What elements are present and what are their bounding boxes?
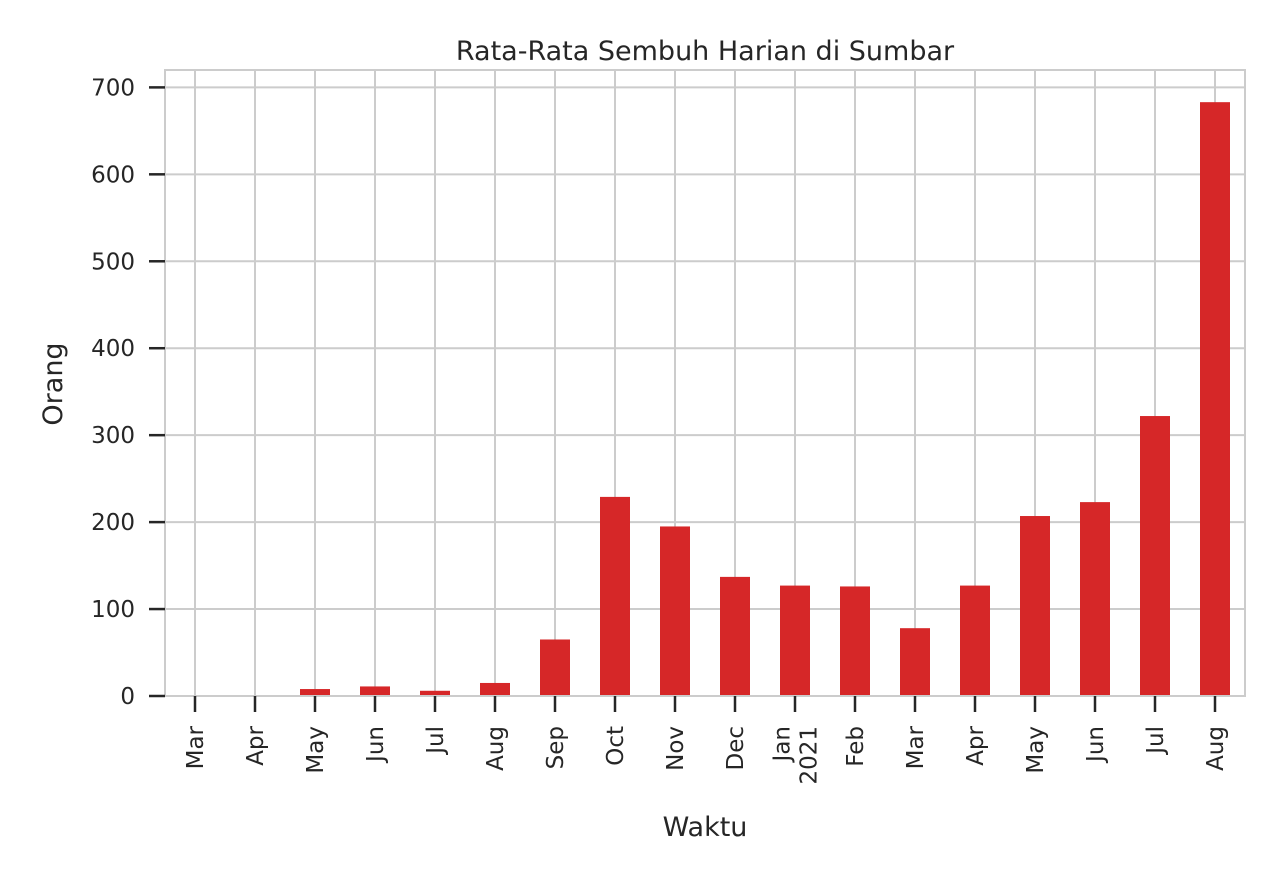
axis-ticks	[149, 86, 1217, 712]
y-tick-label: 100	[91, 597, 135, 623]
bars	[180, 102, 1230, 697]
x-tick-label-line: Apr	[963, 725, 989, 765]
x-tick-label: Nov	[663, 726, 689, 771]
y-tick-label: 300	[91, 423, 135, 449]
x-tick-label-line: May	[1023, 726, 1049, 774]
bar	[1140, 416, 1170, 696]
x-tick-label-line: Jul	[1143, 726, 1169, 756]
bar	[1200, 102, 1230, 697]
x-tick-label-line: Mar	[903, 725, 929, 769]
bar	[840, 586, 870, 696]
y-tick-label: 200	[91, 510, 135, 536]
x-tick-label-line: Jun	[1083, 726, 1109, 764]
x-tick-label-line: Aug	[1203, 726, 1229, 771]
x-tick-label-line: Oct	[603, 726, 629, 766]
x-tick-label-line: Sep	[543, 726, 569, 769]
x-axis-title: Waktu	[663, 812, 748, 843]
x-tick-label-line: Apr	[243, 725, 269, 765]
bar	[1080, 502, 1110, 696]
x-tick-label: Apr	[243, 725, 269, 765]
x-tick-label-line: Nov	[663, 726, 689, 771]
x-tick-label: Apr	[963, 725, 989, 765]
x-tick-label: Aug	[1203, 726, 1229, 771]
x-tick-label: May	[303, 726, 329, 774]
x-tick-label: Sep	[543, 726, 569, 769]
y-axis-title: Orang	[38, 342, 69, 425]
bar	[900, 628, 930, 696]
y-tick-label: 700	[91, 75, 135, 101]
x-tick-label: Oct	[603, 726, 629, 766]
y-tick-labels: 0 100 200 300 400 500 600 700	[91, 75, 135, 710]
x-tick-label-line: Mar	[183, 725, 209, 769]
x-tick-label: Jul	[423, 726, 449, 756]
x-tick-label: Jan 2021	[770, 726, 823, 785]
x-tick-label-line: Feb	[843, 726, 869, 767]
y-tick-label: 400	[91, 336, 135, 362]
bar	[1020, 516, 1050, 696]
bar	[420, 690, 450, 696]
x-tick-label-line: 2021	[797, 726, 823, 785]
bar	[300, 689, 330, 696]
x-tick-label: Jul	[1143, 726, 1169, 756]
bar	[600, 496, 630, 696]
x-tick-label-line: Jul	[423, 726, 449, 756]
x-tick-label-line: May	[303, 726, 329, 774]
chart-title: Rata-Rata Sembuh Harian di Sumbar	[456, 36, 955, 67]
bar	[540, 639, 570, 696]
x-tick-label: Mar	[183, 725, 209, 769]
x-tick-label: Mar	[903, 725, 929, 769]
x-tick-label: Aug	[483, 726, 509, 771]
x-tick-label: Feb	[843, 726, 869, 767]
bar	[480, 682, 510, 696]
y-tick-label: 0	[120, 684, 135, 710]
bar	[660, 526, 690, 696]
x-tick-label-line: Dec	[723, 726, 749, 771]
bar	[780, 585, 810, 696]
bar	[360, 686, 390, 696]
bar	[720, 576, 750, 696]
x-tick-label-line: Jun	[363, 726, 389, 764]
y-tick-label: 600	[91, 162, 135, 188]
plot-frame	[164, 69, 1246, 697]
x-tick-label: Dec	[723, 726, 749, 771]
x-tick-label: Jun	[1083, 726, 1109, 764]
bar	[960, 585, 990, 696]
y-tick-label: 500	[91, 249, 135, 275]
x-tick-label-line: Jan	[770, 726, 796, 763]
x-tick-label: Jun	[363, 726, 389, 764]
x-tick-label-line: Aug	[483, 726, 509, 771]
x-tick-label: May	[1023, 726, 1049, 774]
x-tick-labels: Mar Apr May Jun Jul Aug Sep Oct Nov Dec Jan 2021 Feb…	[183, 725, 1229, 784]
